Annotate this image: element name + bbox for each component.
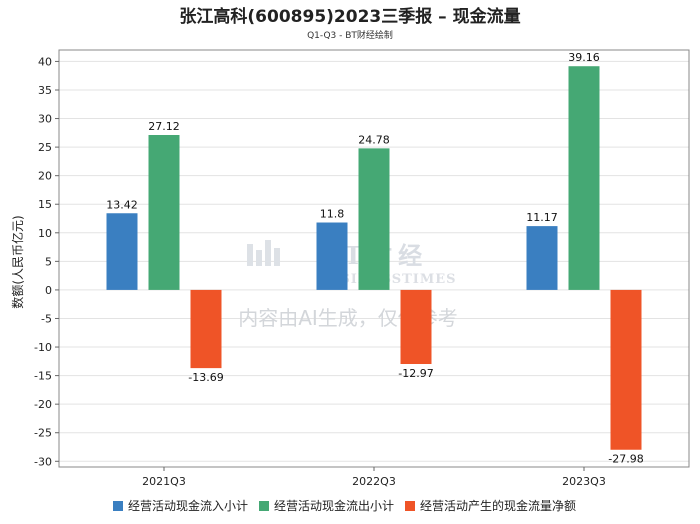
legend-label: 经营活动现金流出小计 xyxy=(274,498,394,513)
data-label: 39.16 xyxy=(568,51,600,64)
data-label: 11.17 xyxy=(526,211,558,224)
legend-label: 经营活动现金流入小计 xyxy=(128,498,248,513)
y-tick-label: 5 xyxy=(45,255,52,268)
legend-swatch xyxy=(113,501,123,511)
bar xyxy=(400,289,432,365)
y-tick-label: 25 xyxy=(38,141,52,154)
watermark-logo-icon xyxy=(247,240,280,266)
chart-subtitle: Q1-Q3 - BT财经绘制 xyxy=(307,29,393,41)
legend-swatch xyxy=(259,501,269,511)
x-tick-label: 2021Q3 xyxy=(142,475,186,488)
y-tick-label: 40 xyxy=(38,55,52,68)
y-tick-label: 30 xyxy=(38,113,52,126)
data-label: -13.69 xyxy=(188,371,223,384)
x-tick-label: 2023Q3 xyxy=(562,475,606,488)
legend-swatch xyxy=(405,501,415,511)
y-tick-label: 0 xyxy=(45,284,52,297)
y-tick-label: 20 xyxy=(38,170,52,183)
bar xyxy=(190,289,222,369)
bar xyxy=(568,66,600,290)
bar xyxy=(526,226,558,290)
data-label: 13.42 xyxy=(106,198,138,211)
legend: 经营活动现金流入小计 经营活动现金流出小计 经营活动产生的现金流量净额 xyxy=(113,498,576,513)
y-tick-label: -25 xyxy=(34,427,52,440)
y-tick-label: 15 xyxy=(38,198,52,211)
y-tick-label: -5 xyxy=(41,312,52,325)
data-label: -27.98 xyxy=(608,453,643,466)
y-axis-label: 数额(人民币亿元) xyxy=(10,215,25,308)
bar xyxy=(106,213,138,290)
x-axis: 2021Q3 2022Q3 2023Q3 xyxy=(142,467,606,488)
data-label: 11.8 xyxy=(320,208,345,221)
bar xyxy=(316,222,348,290)
y-tick-label: 35 xyxy=(38,84,52,97)
bar xyxy=(358,148,390,290)
bars: 13.42 27.12 -13.69 11.8 24.78 -12.97 11.17 39.1… xyxy=(106,51,643,466)
y-tick-label: 10 xyxy=(38,227,52,240)
x-tick-label: 2022Q3 xyxy=(352,475,396,488)
y-tick-label: -10 xyxy=(34,341,52,354)
bar xyxy=(610,289,642,450)
data-label: 24.78 xyxy=(358,133,390,146)
data-label: -12.97 xyxy=(398,367,433,380)
y-axis: -30 -25 -20 -15 -10 -5 0 5 10 15 20 25 30 35 40 xyxy=(34,55,59,468)
y-tick-label: -20 xyxy=(34,398,52,411)
legend-label: 经营活动产生的现金流量净额 xyxy=(420,498,576,513)
bar xyxy=(148,134,180,290)
y-tick-label: -30 xyxy=(34,455,52,468)
chart-title: 张江高科(600895)2023三季报 – 现金流量 xyxy=(179,6,520,27)
y-tick-label: -15 xyxy=(34,370,52,383)
data-label: 27.12 xyxy=(148,120,180,133)
